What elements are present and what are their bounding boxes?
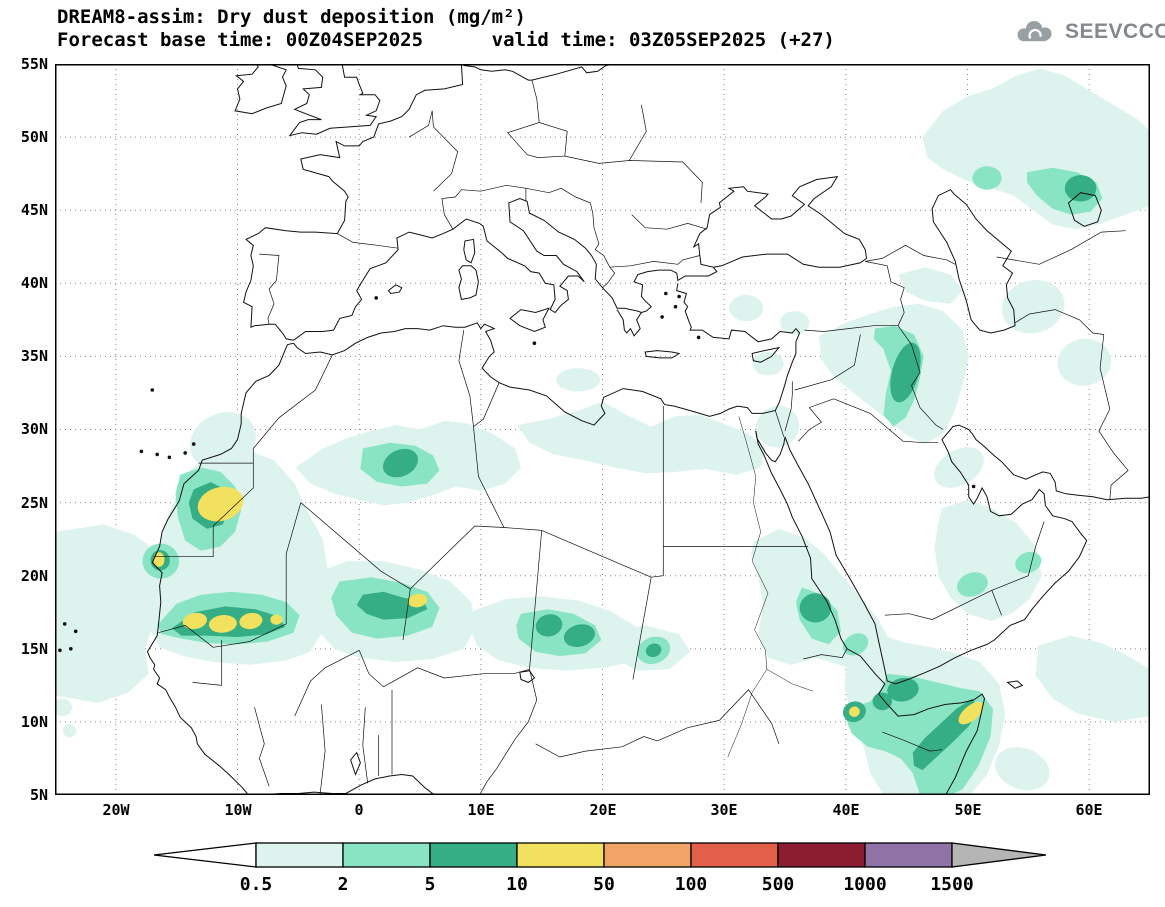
x-tick-label: 10E [467,801,495,819]
x-tick-label: 20W [102,801,130,819]
x-tick-label: 60E [1075,801,1103,819]
colorbar-segment [603,842,692,868]
colorbar-segment [255,842,344,868]
x-tick-label: 30E [710,801,738,819]
y-tick-label: 55N [20,55,48,73]
colorbar-label: 100 [674,874,708,895]
y-tick-label: 35N [20,347,48,365]
map-frame [55,64,1150,795]
figure-subtitle: Forecast base time: 00Z04SEP2025 valid t… [57,29,835,51]
colorbar-segment [429,842,518,868]
y-tick-label: 40N [20,274,48,292]
colorbar [153,842,1047,868]
y-tick-label: 25N [20,494,48,512]
y-tick-label: 10N [20,713,48,731]
colorbar-over-arrow [951,842,1047,868]
y-tick-label: 30N [20,420,48,438]
colorbar-label: 500 [761,874,795,895]
colorbar-segment [864,842,953,868]
colorbar-label: 1500 [930,874,974,895]
y-tick-label: 15N [20,640,48,658]
country-borders [153,80,1129,795]
colorbar-under-arrow [153,842,257,868]
x-tick-label: 10W [224,801,252,819]
colorbar-label: 0.5 [239,874,273,895]
x-tick-label: 40E [832,801,860,819]
rivers [727,416,814,758]
colorbar-label: 50 [593,874,615,895]
x-tick-label: 20E [589,801,617,819]
colorbar-label: 1000 [843,874,887,895]
map-canvas [55,64,1150,795]
colorbar-segment [690,842,779,868]
colorbar-label: 2 [337,874,349,895]
figure-title: DREAM8-assim: Dry dust deposition (mg/m²… [57,6,526,28]
x-tick-label: 0 [354,801,364,819]
colorbar-label: 5 [424,874,436,895]
y-tick-label: 50N [20,128,48,146]
coastlines [58,64,1150,795]
x-tick-label: 50E [954,801,982,819]
colorbar-segment [777,842,866,868]
logo-text: SEEVCCC [1065,20,1165,43]
colorbar-segment [516,842,605,868]
y-tick-label: 45N [20,201,48,219]
colorbar-label: 10 [506,874,528,895]
y-tick-label: 20N [20,567,48,585]
y-tick-label: 5N [29,786,48,804]
colorbar-segment [342,842,431,868]
dust-deposition-layer [55,68,1150,795]
seevccc-logo: SEEVCCC [1012,18,1165,46]
cloud-icon [1017,20,1052,42]
